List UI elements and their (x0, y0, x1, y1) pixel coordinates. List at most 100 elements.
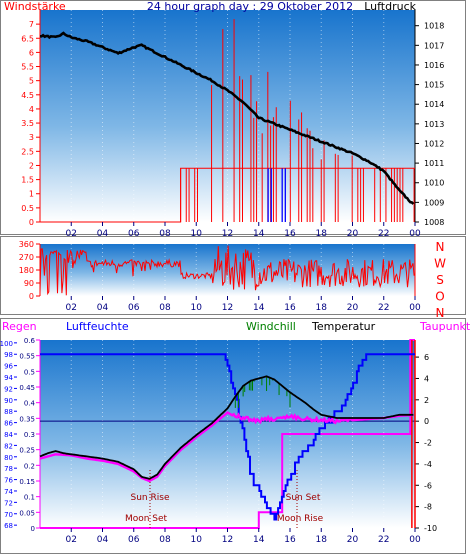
rain-label: Regen (2, 320, 37, 333)
wind-direction-tick-label: 360 (19, 240, 34, 249)
sun-rise-annotation: Sun Rise (131, 493, 170, 503)
time-tick-label: 16 (284, 535, 296, 545)
time-tick-label: 00 (409, 535, 421, 545)
humidity-tick-label: 96 (4, 363, 13, 371)
windchill-label: Windchill (246, 320, 296, 333)
rain-tick-label: 0.55 (19, 353, 35, 361)
humidity-axis-ticks: 68 70 72 74 76 78 80 82 84 86 88 90 92 94 96 98 100 (0, 340, 17, 530)
pressure-tick-label: 1017 (424, 41, 444, 50)
rain-cumulative-line (40, 339, 415, 529)
compass-label: O (435, 290, 444, 304)
panel-1-time-ticks: 02 04 06 08 10 12 14 16 18 20 22 00 (66, 222, 421, 239)
pressure-series-line (40, 31, 415, 205)
time-tick-label: 02 (66, 303, 77, 313)
time-tick-label: 18 (316, 303, 328, 313)
compass-label: W (434, 257, 446, 271)
temperature-tick-label: -2 (424, 439, 432, 448)
wind-speed-tick-label: 5 (29, 77, 34, 86)
time-tick-label: 06 (128, 229, 140, 239)
compass-label: N (436, 240, 445, 254)
wind-direction-axis-ticks: 0 90 180 270 360 (19, 240, 416, 301)
time-tick-label: 00 (409, 303, 421, 313)
humidity-tick-label: 92 (4, 385, 13, 393)
humidity-tick-label: 98 (4, 351, 13, 359)
humidity-tick-label: 86 (4, 420, 13, 428)
time-tick-label: 04 (97, 535, 109, 545)
temperature-tick-label: 4 (424, 374, 429, 383)
time-tick-label: 00 (409, 229, 421, 239)
wind-speed-tick-label: 0.5 (21, 204, 34, 213)
dewpoint-series-line (39, 411, 414, 483)
panel-3-gridlines (70, 340, 385, 528)
humidity-tick-label: 70 (4, 511, 13, 519)
rain-tick-label: 0 (31, 525, 35, 533)
pressure-tick-label: 1015 (424, 81, 444, 90)
time-tick-label: 10 (191, 535, 203, 545)
time-tick-label: 10 (191, 229, 203, 239)
rain-tick-label: 0.35 (19, 415, 35, 423)
humidity-tick-label: 72 (4, 499, 13, 507)
temperature-tick-label: 0 (424, 417, 429, 426)
time-tick-label: 14 (253, 303, 265, 313)
time-tick-label: 12 (222, 535, 233, 545)
time-tick-label: 10 (191, 303, 203, 313)
time-tick-label: 22 (378, 535, 389, 545)
wind-speed-tick-label: 0 (29, 218, 34, 227)
time-tick-label: 22 (378, 229, 389, 239)
humidity-tick-label: 84 (4, 431, 13, 439)
panel-2-time-ticks: 02 04 06 08 10 12 14 16 18 20 22 00 (66, 296, 421, 313)
wind-speed-tick-label: 3 (29, 133, 34, 142)
wind-direction-tick-label: 270 (19, 253, 34, 262)
rain-tick-label: 0.45 (19, 384, 35, 392)
rain-series (40, 339, 416, 529)
time-tick-label: 16 (284, 303, 296, 313)
sun-set-annotation: Sun Set (286, 493, 321, 503)
time-tick-label: 04 (97, 229, 109, 239)
time-tick-label: 08 (159, 303, 171, 313)
time-tick-label: 02 (66, 229, 77, 239)
time-tick-label: 14 (253, 229, 265, 239)
time-tick-label: 06 (128, 535, 140, 545)
time-tick-label: 08 (159, 229, 171, 239)
humidity-tick-label: 82 (4, 442, 13, 450)
humidity-label: Luftfeuchte (66, 320, 129, 333)
rain-tick-label: 0.5 (24, 368, 35, 376)
wind-direction-series-line (39, 245, 415, 296)
wind-speed-tick-label: 6 (29, 48, 34, 57)
wind-speed-tick-label: 6.5 (21, 34, 34, 43)
time-tick-label: 18 (316, 229, 328, 239)
temperature-tick-label: 2 (424, 396, 429, 405)
humidity-tick-label: 76 (4, 477, 13, 485)
wind-speed-tick-label: 4.5 (21, 91, 34, 100)
rain-tick-label: 0.2 (24, 462, 35, 470)
pressure-axis-label: Luftdruck (364, 0, 416, 13)
time-tick-label: 08 (159, 535, 171, 545)
humidity-tick-label: 80 (4, 454, 13, 462)
temperature-tick-label: -10 (424, 524, 437, 533)
time-tick-label: 20 (347, 535, 359, 545)
wind-speed-tick-label: 1.5 (21, 176, 34, 185)
time-tick-label: 12 (222, 303, 233, 313)
wind-speed-tick-label: 7 (29, 20, 34, 29)
windchill-series (234, 376, 291, 408)
time-tick-label: 16 (284, 229, 296, 239)
time-tick-label: 02 (66, 535, 77, 545)
wind-speed-axis-ticks: 0 0.5 1 1.5 2 2.5 3 3.5 4 4.5 5 5.5 6 6.5 7 (21, 10, 41, 227)
time-tick-label: 20 (347, 303, 359, 313)
temperature-tick-label: -4 (424, 460, 432, 469)
pressure-tick-label: 1011 (424, 159, 444, 168)
humidity-tick-label: 94 (4, 374, 13, 382)
humidity-tick-label: 90 (4, 397, 13, 405)
rain-tick-label: 0.25 (19, 447, 35, 455)
wind-speed-tick-label: 2.5 (21, 147, 34, 156)
time-tick-label: 22 (378, 303, 389, 313)
rain-tick-label: 0.3 (24, 431, 35, 439)
humidity-tick-label: 88 (4, 408, 13, 416)
compass-label: S (436, 273, 444, 287)
wind-direction-tick-label: 0 (29, 292, 34, 301)
wind-speed-tick-label: 2 (29, 161, 34, 170)
chart-title: 24 hour graph day : 29 Oktober 2012 (147, 0, 353, 13)
rain-tick-label: 0.1 (24, 494, 35, 502)
